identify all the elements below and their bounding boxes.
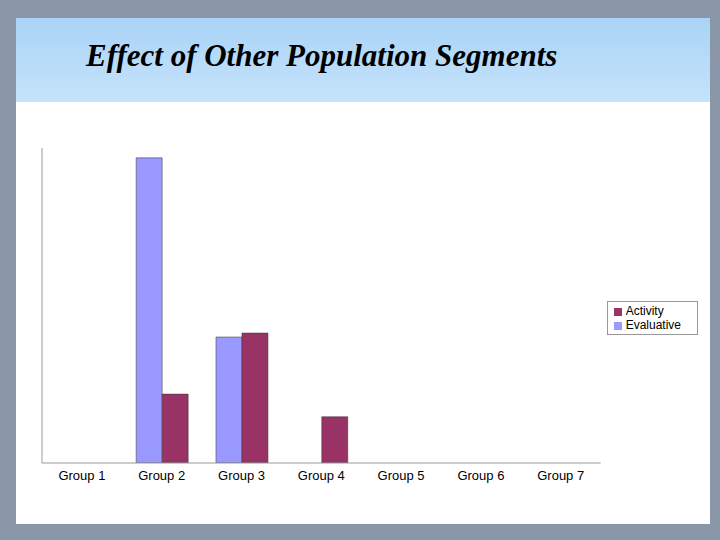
svg-text:Group 7: Group 7 bbox=[537, 468, 584, 483]
svg-text:Group 1: Group 1 bbox=[58, 468, 105, 483]
svg-text:Group 3: Group 3 bbox=[218, 468, 265, 483]
svg-text:Group 2: Group 2 bbox=[138, 468, 185, 483]
svg-text:Group 5: Group 5 bbox=[378, 468, 425, 483]
svg-text:Group 6: Group 6 bbox=[457, 468, 504, 483]
html-text:Effect of Other Population Seg: Effect of Other Population Segments bbox=[86, 38, 558, 73]
html-text:Activity: Activity bbox=[625, 304, 664, 318]
svg-text:Group 4: Group 4 bbox=[298, 468, 345, 483]
html-text:Evaluative: Evaluative bbox=[625, 318, 681, 332]
